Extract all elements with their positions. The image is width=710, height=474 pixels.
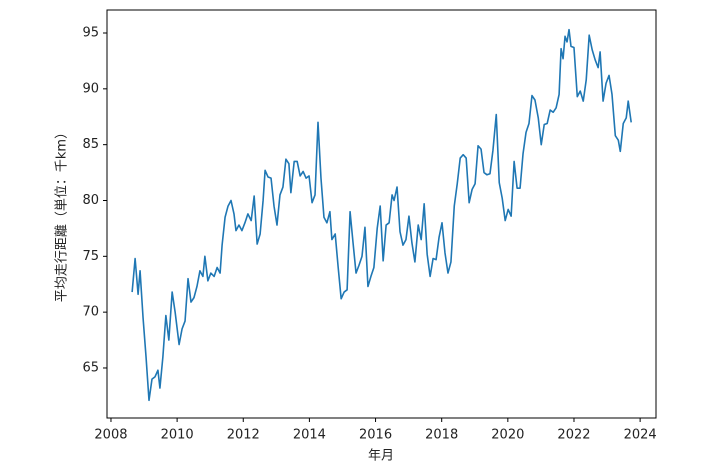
x-tick-label: 2012: [227, 428, 260, 443]
x-tick-label: 2014: [293, 428, 326, 443]
y-tick-label: 70: [82, 305, 99, 320]
plot-frame: [106, 9, 657, 419]
x-tick-label: 2022: [557, 428, 590, 443]
y-tick-label: 90: [82, 81, 99, 96]
x-tick-label: 2020: [491, 428, 524, 443]
x-tick-label: 2010: [161, 428, 194, 443]
y-axis-label: 平均走行距離（単位：千km）: [54, 126, 70, 302]
y-tick-label: 80: [82, 193, 99, 208]
x-tick-label: 2024: [624, 428, 657, 443]
y-tick-label: 75: [82, 249, 99, 264]
x-axis-label: 年月: [368, 449, 394, 464]
y-tick-label: 85: [82, 137, 99, 152]
x-tick-label: 2008: [94, 428, 127, 443]
x-tick-label: 2016: [359, 428, 392, 443]
data-line: [131, 28, 632, 402]
y-tick-label: 65: [82, 360, 99, 375]
y-tick-label: 95: [82, 26, 99, 41]
x-tick-label: 2018: [425, 428, 458, 443]
